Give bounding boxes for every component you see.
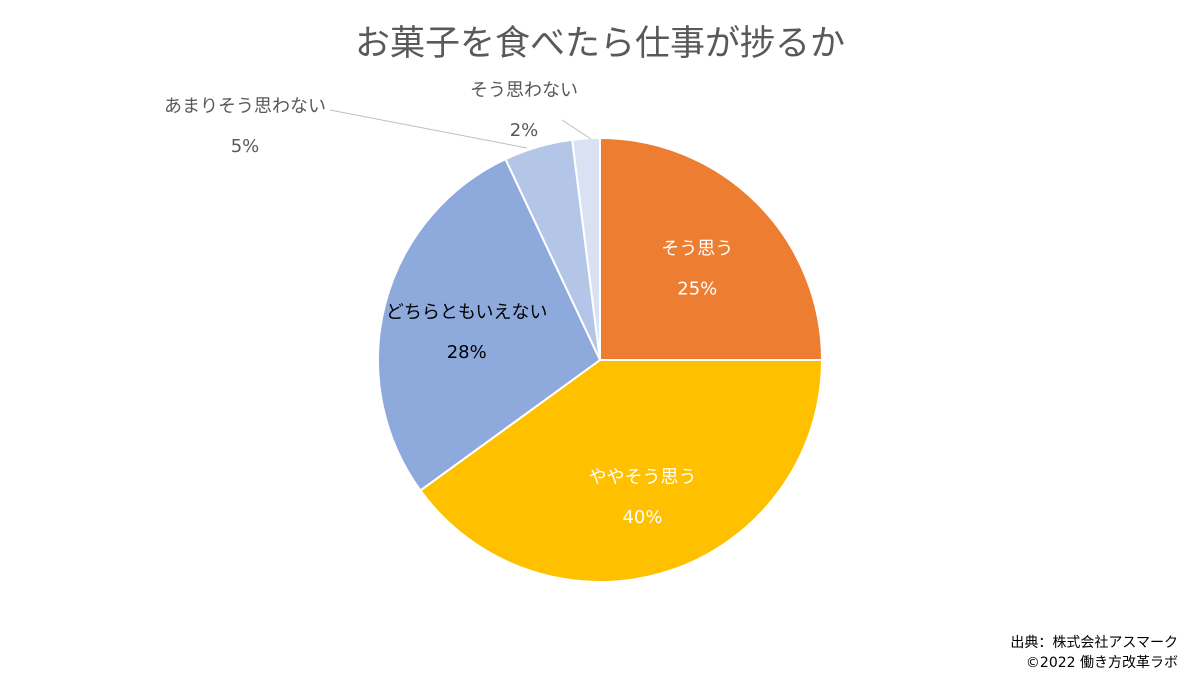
category-label-yaya-sou-omou: ややそう思う: [589, 467, 697, 488]
category-label-dochira-tomo-ienai: どちらともいえない: [386, 302, 548, 323]
leader-line-amari-sou-omowanai: [329, 109, 528, 149]
slice-sou-omou: [599, 136, 824, 361]
value-label-sou-omowanai: 2%: [510, 120, 539, 141]
category-label-sou-omou: そう思う: [661, 239, 733, 260]
copyright-credit: ©2022 働き方改革ラボ: [1025, 655, 1178, 671]
category-label-amari-sou-omowanai: あまりそう思わない: [164, 96, 326, 117]
category-label-sou-omowanai: そう思わない: [470, 80, 578, 101]
chart-title: お菓子を食べたら仕事が捗るか: [355, 24, 845, 64]
slice-dochira-tomo-ienai: [377, 157, 602, 492]
pie-slices: [377, 136, 824, 583]
slice-yaya-sou-omou: [419, 359, 824, 583]
leader-line-sou-omowanai: [561, 119, 592, 140]
pie-labels: そう思う 25% ややそう思う 40% どちらともいえない 28% あまりそう思わない 5% そ…: [164, 80, 733, 528]
value-label-dochira-tomo-ienai: 28%: [447, 342, 487, 363]
leader-lines: [329, 109, 592, 149]
value-label-yaya-sou-omou: 40%: [622, 507, 662, 528]
source-credit: 出典：株式会社アスマーク: [1010, 635, 1178, 651]
value-label-sou-omou: 25%: [677, 279, 717, 300]
slice-sou-omowanai: [571, 136, 601, 361]
value-label-amari-sou-omowanai: 5%: [231, 136, 260, 157]
